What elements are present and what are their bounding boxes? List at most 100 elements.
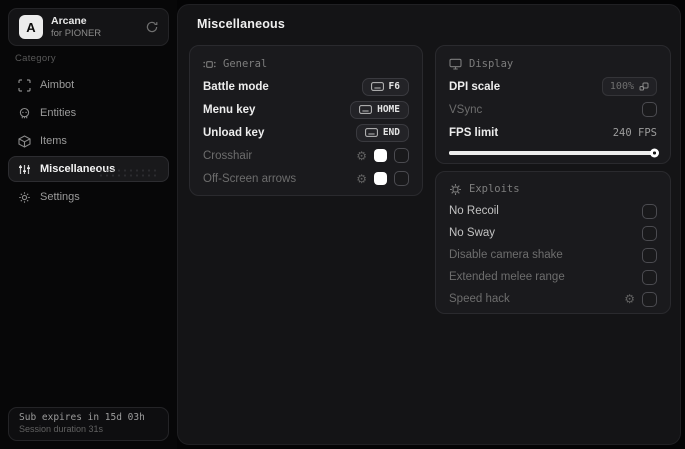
setting-row-crosshair: Crosshair ⚙ (203, 144, 409, 167)
panel-general: General Battle mode F6 Menu key (189, 45, 423, 196)
offscreen-arrows-checkbox[interactable] (394, 171, 409, 186)
sidebar-item-label: Settings (40, 191, 80, 203)
disable-camera-shake-checkbox[interactable] (642, 247, 657, 263)
setting-row-no-sway: No Sway (449, 222, 657, 244)
setting-label: Speed hack (449, 293, 510, 305)
virus-icon (449, 183, 462, 196)
keyboard-icon (364, 128, 378, 137)
main-content: Miscellaneous General Battle mode (177, 4, 681, 445)
session-duration-text: Session duration 31s (19, 424, 104, 434)
dpi-scale-select[interactable]: 100% (601, 77, 657, 96)
offscreen-arrows-controls: ⚙ (356, 171, 409, 186)
panel-general-title: General (223, 58, 268, 70)
offscreen-arrows-settings-gear-icon[interactable]: ⚙ (356, 171, 367, 186)
no-recoil-checkbox[interactable] (642, 203, 657, 219)
panel-exploits-header: Exploits (449, 180, 657, 198)
scan-crosshair-icon (18, 78, 31, 92)
speed-hack-controls: ⚙ (624, 291, 657, 307)
setting-row-vsync: VSync (449, 98, 657, 121)
sliders-icon (18, 163, 31, 176)
tune-icon (203, 58, 216, 71)
dpi-scale-value: 100% (609, 81, 634, 92)
gear-icon (18, 191, 31, 204)
app-header-card: A Arcane for PIONER (8, 8, 169, 46)
sidebar-item-label: Entities (40, 107, 77, 119)
setting-row-speed-hack: Speed hack ⚙ (449, 288, 657, 310)
fps-slider-knob[interactable] (650, 148, 659, 158)
sidebar-item-entities[interactable]: Entities (8, 100, 169, 126)
sidebar-item-aimbot[interactable]: Aimbot (8, 72, 169, 98)
sidebar-item-items[interactable]: Items (8, 128, 169, 154)
fps-limit-value: 240 FPS (612, 126, 657, 139)
setting-label: FPS limit (449, 126, 499, 139)
setting-label: DPI scale (449, 80, 501, 93)
scale-icon (639, 82, 649, 92)
monitor-icon (449, 58, 462, 70)
offscreen-arrows-color-swatch[interactable] (374, 172, 387, 185)
setting-row-battle-mode: Battle mode F6 (203, 75, 409, 98)
battle-mode-keybind-button[interactable]: F6 (361, 77, 409, 96)
sidebar-item-label: Aimbot (40, 79, 75, 91)
keyboard-icon (370, 82, 384, 91)
sidebar-item-label: Miscellaneous (40, 163, 116, 175)
category-label: Category (15, 53, 56, 64)
extended-melee-range-checkbox[interactable] (642, 269, 657, 285)
no-sway-checkbox[interactable] (642, 225, 657, 241)
speed-hack-checkbox[interactable] (642, 291, 657, 307)
sidebar-item-settings[interactable]: Settings (8, 184, 169, 210)
fps-limit-slider[interactable] (449, 148, 659, 158)
sidebar-nav: Aimbot Entities (8, 72, 169, 212)
setting-row-menu-key: Menu key HOME (203, 98, 409, 121)
restart-icon[interactable] (146, 21, 158, 33)
setting-label: Menu key (203, 103, 256, 116)
setting-label: VSync (449, 103, 483, 116)
setting-row-no-recoil: No Recoil (449, 200, 657, 222)
keybind-value: END (382, 127, 400, 138)
setting-row-fps-limit: FPS limit 240 FPS (449, 121, 657, 144)
skull-icon (18, 107, 31, 120)
setting-label: Off-Screen arrows (203, 172, 297, 185)
selected-item-dots-decoration (98, 168, 160, 177)
panel-exploits: Exploits No Recoil No Sway Disable camer… (435, 171, 671, 314)
vsync-checkbox[interactable] (642, 102, 657, 117)
setting-row-unload-key: Unload key END (203, 121, 409, 144)
setting-row-disable-camera-shake: Disable camera shake (449, 244, 657, 266)
sidebar: A Arcane for PIONER Category Aimbot (0, 0, 177, 449)
app-title: Arcane (51, 15, 87, 27)
crosshair-checkbox[interactable] (394, 148, 409, 163)
setting-label: Battle mode (203, 80, 269, 93)
keybind-value: F6 (388, 81, 400, 92)
sidebar-item-label: Items (40, 135, 67, 147)
panel-display-title: Display (469, 58, 514, 70)
crosshair-settings-gear-icon[interactable]: ⚙ (356, 148, 367, 163)
subscription-footer: Sub expires in 15d 03h Session duration … (8, 407, 169, 441)
keybind-value: HOME (377, 104, 400, 115)
speed-hack-settings-gear-icon[interactable]: ⚙ (624, 292, 635, 306)
crosshair-color-swatch[interactable] (374, 149, 387, 162)
setting-row-extended-melee-range: Extended melee range (449, 266, 657, 288)
setting-label: Extended melee range (449, 271, 565, 283)
setting-row-offscreen-arrows: Off-Screen arrows ⚙ (203, 167, 409, 190)
keyboard-icon (359, 105, 373, 114)
setting-label: No Sway (449, 227, 496, 239)
page-title: Miscellaneous (197, 17, 286, 31)
package-icon (18, 134, 31, 148)
unload-key-keybind-button[interactable]: END (355, 123, 409, 142)
setting-label: Crosshair (203, 149, 253, 162)
setting-label: No Recoil (449, 205, 499, 217)
panel-exploits-title: Exploits (469, 183, 520, 195)
sidebar-item-miscellaneous[interactable]: Miscellaneous (8, 156, 169, 182)
panel-general-header: General (203, 55, 409, 73)
sub-expires-text: Sub expires in 15d 03h (19, 412, 145, 423)
setting-label: Disable camera shake (449, 249, 563, 261)
panel-display: Display DPI scale 100% VSync FP (435, 45, 671, 164)
panel-display-header: Display (449, 55, 657, 73)
setting-label: Unload key (203, 126, 265, 139)
app-names: Arcane for PIONER (51, 15, 138, 39)
fps-slider-fill (449, 151, 657, 155)
app-subtitle: for PIONER (51, 27, 102, 39)
crosshair-controls: ⚙ (356, 148, 409, 163)
setting-row-dpi-scale: DPI scale 100% (449, 75, 657, 98)
menu-key-keybind-button[interactable]: HOME (350, 100, 409, 119)
